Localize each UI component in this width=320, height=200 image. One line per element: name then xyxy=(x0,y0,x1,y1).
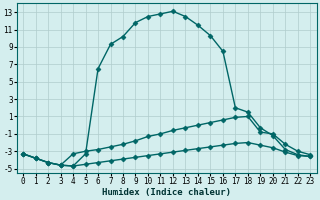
X-axis label: Humidex (Indice chaleur): Humidex (Indice chaleur) xyxy=(102,188,231,197)
